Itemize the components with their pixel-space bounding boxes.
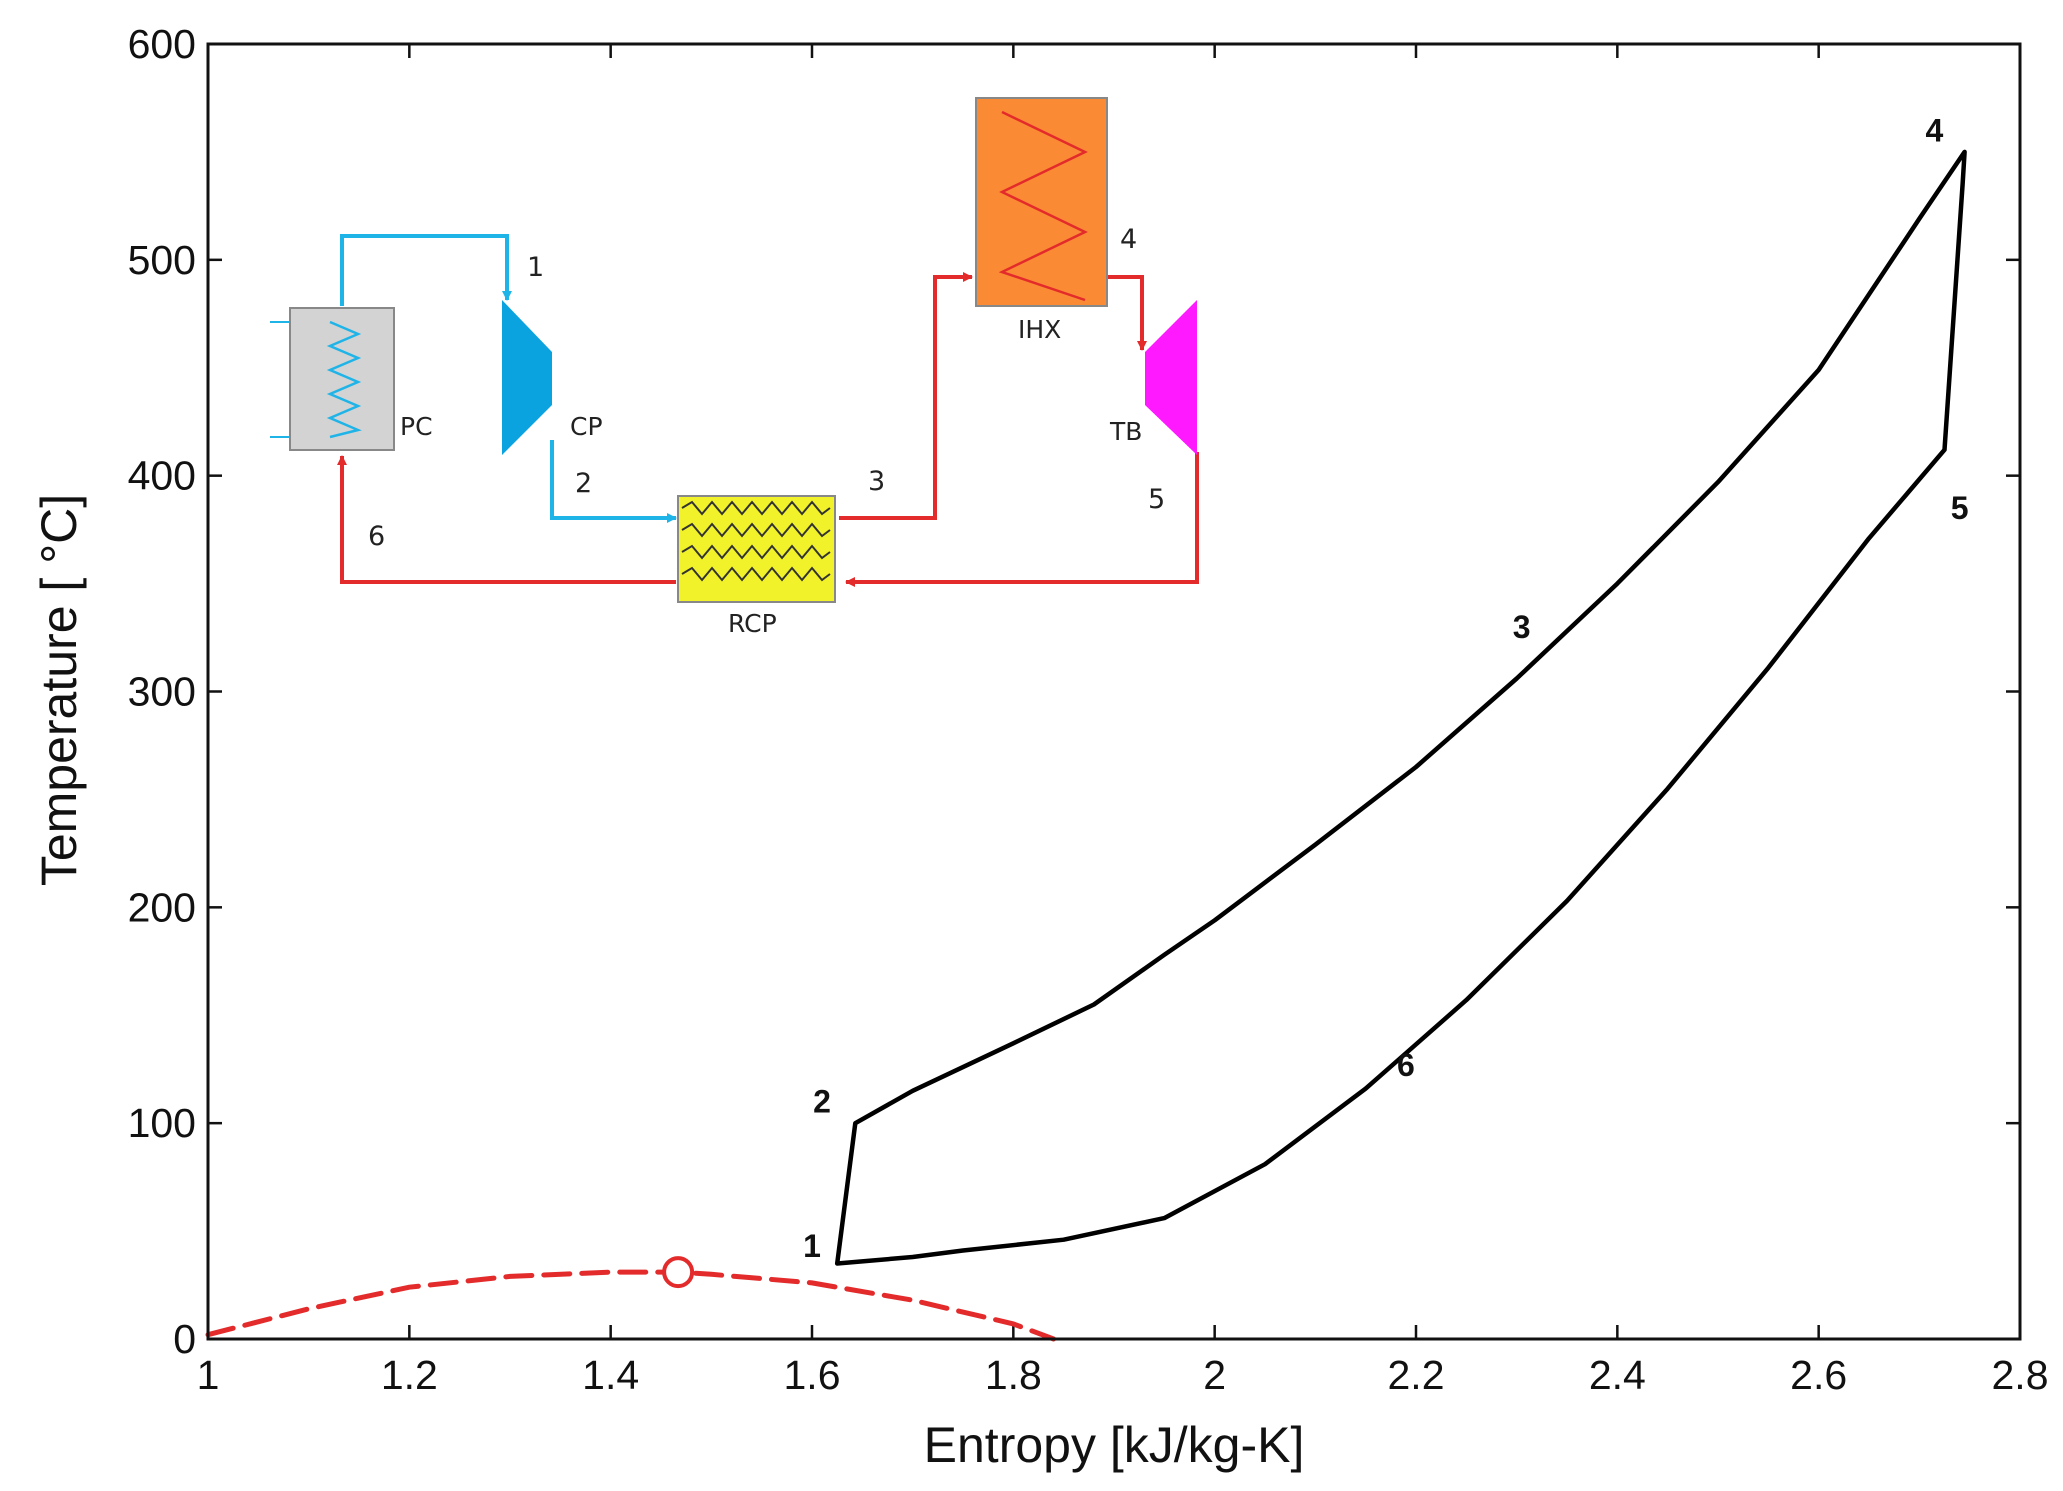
cycle-line [834,149,1967,1266]
tick-labels: 1 1.2 1.4 1.6 1.8 2 2.2 2.4 2.6 2.8 0 100 200 300 400 5… [128,21,2049,1398]
precooler: PC [270,307,433,451]
recuperator: RCP [677,495,836,638]
ihx-label: IHX [1018,315,1061,344]
pipe-rcp-to-pc [337,455,676,584]
rcp-label: RCP [728,609,777,638]
precooler-coil [326,320,362,439]
x-tick-label: 1 [197,1352,220,1398]
x-tick-label: 1.4 [582,1352,639,1398]
pipe-pc-to-cp [340,234,512,306]
state-point-labels: 1 2 3 4 5 6 [803,112,1968,1264]
precooler-box [289,307,395,451]
y-axis-title: Temperature [ °C] [31,494,87,886]
schematic-number-3: 3 [868,466,885,497]
recuperator-box [677,495,836,603]
y-tick-label: 0 [173,1316,196,1362]
x-tick-label: 2.8 [1992,1352,2049,1398]
y-tick-label: 600 [128,21,196,67]
y-tick-label: 300 [128,669,196,715]
schematic-number-2: 2 [575,468,592,499]
x-tick-label: 2.2 [1388,1352,1445,1398]
x-tick-label: 1.8 [985,1352,1042,1398]
x-tick-label: 1.2 [381,1352,438,1398]
x-axis-title: Entropy [kJ/kg-K] [924,1417,1305,1473]
schematic-number-5: 5 [1148,484,1165,515]
saturation-dome-line [205,1269,1057,1342]
compressor: CP [502,300,603,455]
state-label-1: 1 [803,1228,821,1264]
state-label-3: 3 [1513,609,1531,645]
y-tick-label: 400 [128,453,196,499]
axis-ticks [206,42,2022,1341]
y-tick-label: 200 [128,884,196,930]
schematic-number-4: 4 [1120,224,1137,255]
tb-label: TB [1109,417,1142,446]
y-tick-label: 500 [128,237,196,283]
state-label-4: 4 [1926,112,1944,148]
x-tick-label: 2.4 [1589,1352,1646,1398]
critical-point-marker [662,1256,695,1289]
y-tick-label: 100 [128,1100,196,1146]
schematic-number-1: 1 [527,252,544,283]
turbine: TB [1109,300,1197,455]
x-tick-label: 1.6 [784,1352,841,1398]
pipe-ihx-to-tb [1107,275,1147,351]
pipe-rcp-to-ihx [839,272,973,520]
cp-label: CP [570,412,603,441]
state-label-2: 2 [813,1084,831,1120]
ihx-box [975,97,1108,307]
intermediate-heat-exchanger: IHX [975,97,1108,344]
x-tick-label: 2.6 [1790,1352,1847,1398]
x-tick-label: 2 [1203,1352,1226,1398]
schematic-number-6: 6 [368,521,385,552]
plot-frame [206,42,2022,1341]
ihx-coil [998,110,1088,302]
state-label-5: 5 [1951,490,1969,526]
state-label-6: 6 [1397,1047,1415,1083]
pc-label: PC [400,412,433,441]
pipe-tb-to-rcp [845,452,1199,587]
cycle-schematic: PC CP RCP IHX TB 1 2 3 [270,97,1199,638]
pipe-cp-to-rcp [550,440,677,523]
turbine-shape [1145,300,1197,455]
compressor-shape [502,300,552,455]
